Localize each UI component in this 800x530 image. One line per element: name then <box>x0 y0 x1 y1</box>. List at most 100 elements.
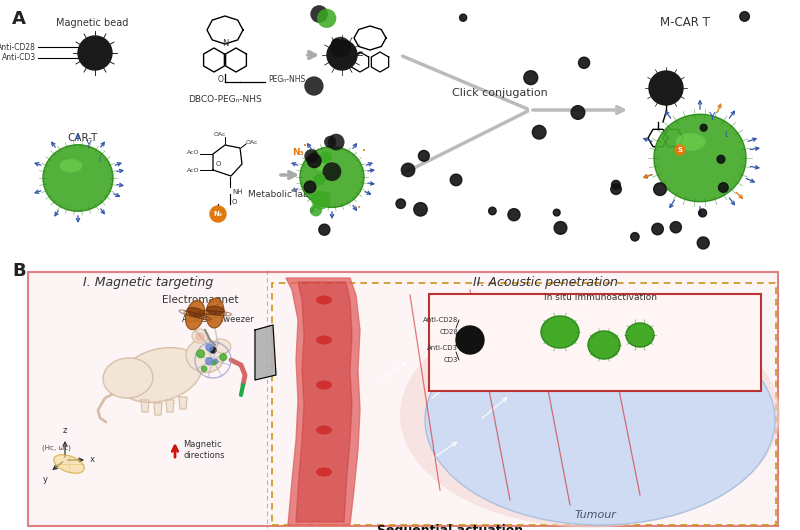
Circle shape <box>654 183 666 196</box>
Circle shape <box>700 125 707 131</box>
Circle shape <box>197 350 205 358</box>
Circle shape <box>307 154 321 167</box>
Text: A: A <box>12 10 26 28</box>
Circle shape <box>718 183 728 192</box>
Circle shape <box>202 366 206 372</box>
Text: Y: Y <box>709 112 715 122</box>
Text: z: z <box>63 426 67 435</box>
Ellipse shape <box>316 296 332 305</box>
Text: (Hc, ωc): (Hc, ωc) <box>42 445 71 451</box>
Ellipse shape <box>541 316 579 348</box>
Text: x: x <box>90 455 95 464</box>
Circle shape <box>698 209 706 217</box>
Text: OAc: OAc <box>246 140 258 145</box>
Text: •: • <box>303 144 307 149</box>
Circle shape <box>456 326 484 354</box>
Circle shape <box>206 344 213 351</box>
Text: Acoustic tweezer: Acoustic tweezer <box>182 315 254 324</box>
Text: DBCO-PEGₙ-NHS: DBCO-PEGₙ-NHS <box>188 95 262 104</box>
Ellipse shape <box>588 331 620 359</box>
Text: ι: ι <box>98 155 102 164</box>
Circle shape <box>328 134 345 151</box>
Text: O: O <box>215 161 221 167</box>
Circle shape <box>532 126 546 139</box>
Text: Electromagnet: Electromagnet <box>162 295 238 305</box>
Circle shape <box>675 145 685 155</box>
Circle shape <box>630 233 639 241</box>
Text: NH: NH <box>232 189 242 195</box>
Circle shape <box>610 184 622 195</box>
Circle shape <box>304 181 316 193</box>
Text: ι: ι <box>724 129 728 139</box>
Text: Magnetic
directions: Magnetic directions <box>183 440 225 460</box>
Circle shape <box>322 162 342 181</box>
Text: y: y <box>43 475 48 484</box>
Circle shape <box>740 12 750 21</box>
Text: N₃: N₃ <box>292 147 304 156</box>
Ellipse shape <box>206 298 224 328</box>
Circle shape <box>652 223 663 235</box>
Text: B: B <box>12 262 26 280</box>
Text: PEGₙ-NHS: PEGₙ-NHS <box>268 75 306 84</box>
Text: OAc: OAc <box>214 132 226 137</box>
Circle shape <box>304 76 323 96</box>
Circle shape <box>554 222 567 234</box>
Ellipse shape <box>300 147 364 207</box>
Circle shape <box>78 36 112 70</box>
Ellipse shape <box>425 315 775 525</box>
Text: Anti-CD3: Anti-CD3 <box>2 54 36 63</box>
Text: Anti-CD28: Anti-CD28 <box>422 317 458 323</box>
Ellipse shape <box>213 339 231 353</box>
Ellipse shape <box>316 335 332 344</box>
Circle shape <box>314 173 326 185</box>
Ellipse shape <box>316 381 332 390</box>
Circle shape <box>524 70 538 85</box>
Circle shape <box>649 71 683 105</box>
Circle shape <box>210 206 226 222</box>
Circle shape <box>554 209 560 216</box>
Text: Y: Y <box>85 140 91 150</box>
Polygon shape <box>286 278 360 525</box>
Circle shape <box>206 358 213 365</box>
Circle shape <box>611 180 620 189</box>
Ellipse shape <box>654 114 746 202</box>
Circle shape <box>310 5 328 23</box>
Text: Click conjugation: Click conjugation <box>452 88 548 98</box>
Text: O: O <box>217 75 223 84</box>
Ellipse shape <box>206 306 224 314</box>
Ellipse shape <box>195 332 205 341</box>
Ellipse shape <box>60 159 82 172</box>
Ellipse shape <box>43 145 113 211</box>
Circle shape <box>311 191 330 209</box>
Polygon shape <box>154 403 162 415</box>
Circle shape <box>698 237 710 249</box>
Ellipse shape <box>103 358 153 398</box>
Circle shape <box>402 163 414 176</box>
Text: AcO: AcO <box>187 168 200 173</box>
Text: •: • <box>362 148 366 154</box>
Circle shape <box>214 359 218 364</box>
Ellipse shape <box>186 339 224 373</box>
Circle shape <box>212 361 216 365</box>
Circle shape <box>414 202 427 216</box>
Text: AcO: AcO <box>187 150 200 155</box>
Circle shape <box>396 199 406 208</box>
Circle shape <box>578 57 590 68</box>
Circle shape <box>418 151 430 161</box>
Circle shape <box>489 207 496 215</box>
Circle shape <box>508 209 520 220</box>
Text: Metabolic labeling: Metabolic labeling <box>249 190 331 199</box>
Polygon shape <box>255 325 276 380</box>
Text: M-CAR T: M-CAR T <box>660 16 710 29</box>
Circle shape <box>319 224 330 235</box>
Circle shape <box>324 136 336 148</box>
Text: In situ immunoactivation: In situ immunoactivation <box>543 293 657 302</box>
Ellipse shape <box>192 329 208 343</box>
Text: Magnetic bead: Magnetic bead <box>56 18 128 28</box>
Circle shape <box>317 8 336 28</box>
Circle shape <box>459 14 466 21</box>
Polygon shape <box>166 400 174 412</box>
Text: Anti-CD28: Anti-CD28 <box>0 42 36 51</box>
Ellipse shape <box>316 426 332 435</box>
Circle shape <box>210 347 216 353</box>
